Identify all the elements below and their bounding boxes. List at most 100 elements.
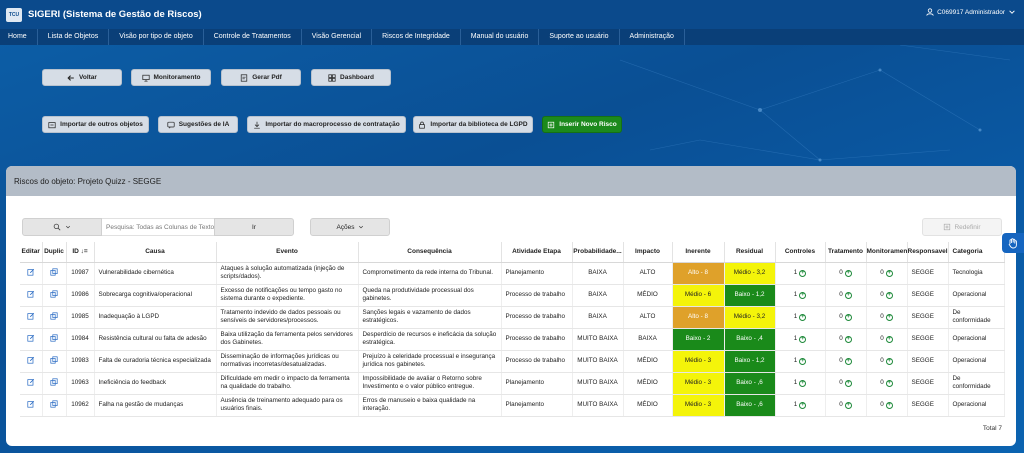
nav-suporte-usuario[interactable]: Suporte ao usuário — [539, 29, 620, 45]
search-input[interactable] — [102, 218, 214, 236]
col-header-editar[interactable]: Editar — [20, 242, 43, 263]
nav-administracao[interactable]: Administração — [620, 29, 685, 45]
monitoramento-cell[interactable]: 0 + — [866, 306, 908, 329]
tratamento-cell[interactable]: 0 + — [825, 372, 867, 395]
duplicate-cell[interactable] — [42, 284, 67, 307]
nav-visao-tipo-objeto[interactable]: Visão por tipo de objeto — [109, 29, 204, 45]
duplicate-cell[interactable] — [42, 372, 67, 395]
sugestoes-ia-button[interactable]: Sugestões de IA — [158, 116, 238, 133]
edit-cell[interactable] — [20, 372, 43, 395]
edit-cell[interactable] — [20, 328, 43, 351]
tratamento-cell[interactable]: 0 + — [825, 328, 867, 351]
add-monitoramento-icon[interactable]: + — [885, 379, 893, 387]
add-tratamento-icon[interactable]: + — [844, 269, 852, 277]
monitoramento-cell[interactable]: 0 + — [866, 394, 908, 417]
reset-button[interactable]: Redefinir — [922, 218, 1002, 236]
controles-cell[interactable]: 1 + — [775, 262, 826, 285]
user-menu[interactable]: C069917 Administrador — [926, 8, 1016, 16]
add-monitoramento-icon[interactable]: + — [885, 291, 893, 299]
controles-cell[interactable]: 1 + — [775, 284, 826, 307]
add-controle-icon[interactable]: + — [799, 335, 807, 343]
add-controle-icon[interactable]: + — [799, 401, 807, 409]
col-header-categoria[interactable]: Categoria — [948, 242, 1005, 263]
importar-lgpd-button[interactable]: Importar da biblioteca de LGPD — [413, 116, 533, 133]
col-header-responsavel[interactable]: Responsavel — [907, 242, 949, 263]
nav-controle-tratamentos[interactable]: Controle de Tratamentos — [204, 29, 302, 45]
col-header-causa[interactable]: Causa — [94, 242, 217, 263]
monitoramento-cell[interactable]: 0 + — [866, 284, 908, 307]
search-column-select[interactable] — [22, 218, 102, 236]
add-tratamento-icon[interactable]: + — [844, 291, 852, 299]
col-header-impacto[interactable]: Impacto — [623, 242, 673, 263]
col-header-probabilidade[interactable]: Probabilidade... — [572, 242, 624, 263]
nav-lista-objetos[interactable]: Lista de Objetos — [38, 29, 110, 45]
tratamento-cell[interactable]: 0 + — [825, 262, 867, 285]
importar-lgpd-label: Importar da biblioteca de LGPD — [430, 121, 528, 128]
tratamento-cell[interactable]: 0 + — [825, 284, 867, 307]
edit-cell[interactable] — [20, 306, 43, 329]
inserir-novo-risco-button[interactable]: Inserir Novo Risco — [542, 116, 622, 133]
col-header-id[interactable]: ID ↓= — [66, 242, 95, 263]
add-tratamento-icon[interactable]: + — [844, 335, 852, 343]
controles-cell[interactable]: 1 + — [775, 372, 826, 395]
duplicate-cell[interactable] — [42, 394, 67, 417]
add-tratamento-icon[interactable]: + — [844, 379, 852, 387]
nav-manual-usuario[interactable]: Manual do usuário — [461, 29, 540, 45]
tratamento-cell[interactable]: 0 + — [825, 394, 867, 417]
add-controle-icon[interactable]: + — [799, 379, 807, 387]
add-controle-icon[interactable]: + — [799, 291, 807, 299]
add-monitoramento-icon[interactable]: + — [885, 269, 893, 277]
importar-macroprocesso-button[interactable]: Importar do macroprocesso de contratação — [247, 116, 406, 133]
tratamento-cell[interactable]: 0 + — [825, 306, 867, 329]
controles-cell[interactable]: 1 + — [775, 394, 826, 417]
col-header-monitoramento[interactable]: Monitoramento — [866, 242, 908, 263]
voltar-button[interactable]: Voltar — [42, 69, 122, 86]
add-controle-icon[interactable]: + — [799, 357, 807, 365]
importar-outros-objetos-button[interactable]: Importar de outros objetos — [42, 116, 149, 133]
col-header-duplicar[interactable]: Duplic — [42, 242, 67, 263]
evento-cell: Tratamento indevido de dados pessoais ou… — [216, 306, 359, 329]
monitoramento-cell[interactable]: 0 + — [866, 350, 908, 373]
col-header-residual[interactable]: Residual — [724, 242, 776, 263]
controles-cell[interactable]: 1 + — [775, 306, 826, 329]
add-tratamento-icon[interactable]: + — [844, 357, 852, 365]
monitoramento-cell[interactable]: 0 + — [866, 262, 908, 285]
add-monitoramento-icon[interactable]: + — [885, 401, 893, 409]
duplicate-cell[interactable] — [42, 328, 67, 351]
controles-cell[interactable]: 1 + — [775, 350, 826, 373]
edit-cell[interactable] — [20, 284, 43, 307]
col-header-evento[interactable]: Evento — [216, 242, 359, 263]
add-tratamento-icon[interactable]: + — [844, 313, 852, 321]
col-header-consequencia[interactable]: Consequência — [358, 242, 502, 263]
duplicate-cell[interactable] — [42, 350, 67, 373]
nav-home[interactable]: Home — [0, 29, 38, 45]
gerar-pdf-button[interactable]: Gerar Pdf — [221, 69, 301, 86]
col-header-controles[interactable]: Controles — [775, 242, 826, 263]
nav-riscos-integridade[interactable]: Riscos de Integridade — [372, 29, 461, 45]
add-controle-icon[interactable]: + — [799, 313, 807, 321]
duplicate-cell[interactable] — [42, 262, 67, 285]
tratamento-cell[interactable]: 0 + — [825, 350, 867, 373]
edit-cell[interactable] — [20, 350, 43, 373]
add-controle-icon[interactable]: + — [799, 269, 807, 277]
monitoramento-button[interactable]: Monitoramento — [131, 69, 211, 86]
actions-menu-button[interactable]: Ações — [310, 218, 390, 236]
col-header-atividade[interactable]: Atividade Etapa — [501, 242, 573, 263]
controles-cell[interactable]: 1 + — [775, 328, 826, 351]
add-tratamento-icon[interactable]: + — [844, 401, 852, 409]
dashboard-button[interactable]: Dashboard — [311, 69, 391, 86]
nav-visao-gerencial[interactable]: Visão Gerencial — [302, 29, 373, 45]
add-monitoramento-icon[interactable]: + — [885, 357, 893, 365]
causa-cell: Sobrecarga cognitiva/operacional — [94, 284, 217, 307]
edit-cell[interactable] — [20, 262, 43, 285]
monitoramento-cell[interactable]: 0 + — [866, 372, 908, 395]
add-monitoramento-icon[interactable]: + — [885, 313, 893, 321]
col-header-tratamento[interactable]: Tratamento — [825, 242, 867, 263]
add-monitoramento-icon[interactable]: + — [885, 335, 893, 343]
edit-cell[interactable] — [20, 394, 43, 417]
accessibility-button[interactable] — [1002, 233, 1024, 253]
col-header-inerente[interactable]: Inerente — [672, 242, 725, 263]
monitoramento-cell[interactable]: 0 + — [866, 328, 908, 351]
duplicate-cell[interactable] — [42, 306, 67, 329]
go-button[interactable]: Ir — [214, 218, 294, 236]
